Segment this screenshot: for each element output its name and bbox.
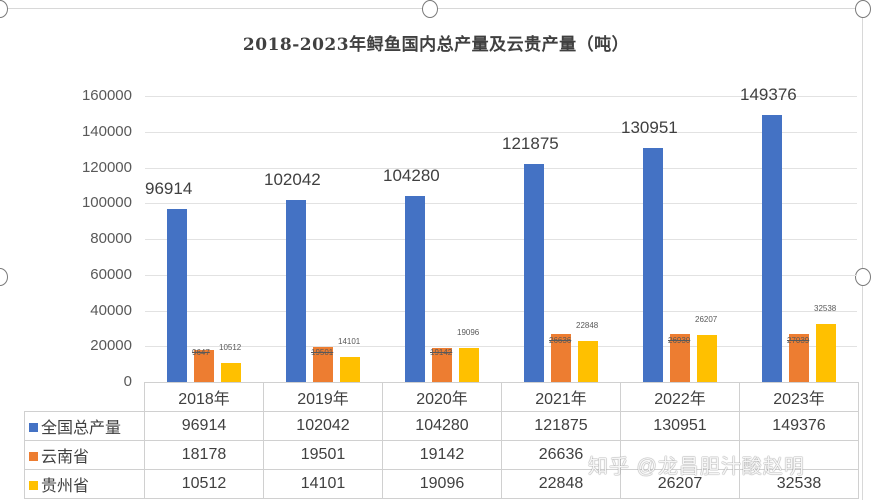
resize-handle-top-left[interactable] — [0, 0, 8, 18]
gridline — [145, 96, 857, 97]
bar-value-label-guizhou: 32538 — [814, 303, 837, 313]
bar-0-1 — [286, 199, 306, 382]
gridline — [145, 203, 857, 205]
table-cell: 121875 — [501, 411, 621, 441]
resize-handle-top-center[interactable] — [422, 0, 438, 18]
table-cell: 149376 — [739, 411, 859, 441]
bar-2-2 — [459, 347, 479, 382]
y-axis-tick-label: 40000 — [90, 301, 132, 319]
gridline — [145, 310, 857, 312]
table-cell: 32538 — [739, 469, 859, 499]
bar-0-5 — [762, 114, 782, 382]
bar-0-3 — [524, 164, 544, 382]
bar-0-4 — [643, 147, 663, 382]
gridline — [145, 167, 857, 169]
table-cell: 96914 — [144, 411, 264, 441]
table-header-row: 2018年 2019年 2020年 2021年 2022年 2023年 — [24, 382, 859, 412]
legend-swatch-yellow-icon — [29, 481, 38, 490]
table-cell: 18178 — [144, 440, 264, 470]
table-header-cell: 2022年 — [620, 382, 740, 412]
bar-value-label-national: 104280 — [383, 165, 440, 185]
table-cell: 19501 — [263, 440, 383, 470]
bar-value-label-yunnan: 27039 — [787, 335, 810, 345]
resize-handle-middle-right[interactable] — [855, 268, 871, 286]
y-axis-tick-label: 120000 — [81, 158, 132, 176]
table-header-cell: 2018年 — [144, 382, 264, 412]
y-axis-tick-label: 100000 — [81, 194, 132, 212]
table-cell: 14101 — [263, 469, 383, 499]
bar-1-1 — [313, 347, 333, 382]
bar-value-label-guizhou: 26207 — [695, 315, 718, 325]
bar-value-label-national: 102042 — [264, 169, 321, 189]
row-label: 全国总产量 — [41, 420, 122, 437]
legend-national: 全国总产量 — [24, 411, 145, 441]
bar-value-label-yunnan: 26930 — [668, 335, 691, 345]
bar-value-label-guizhou: 19096 — [457, 327, 480, 337]
data-table: 2018年 2019年 2020年 2021年 2022年 2023年 全国总产… — [24, 382, 859, 499]
bar-value-label-yunnan: 19142 — [430, 347, 453, 357]
table-row-national: 全国总产量 96914 102042 104280 121875 130951 … — [24, 411, 859, 441]
table-header-cell: 2019年 — [263, 382, 383, 412]
table-cell: 104280 — [382, 411, 502, 441]
table-header-cell: 2023年 — [739, 382, 859, 412]
table-cell: 130951 — [620, 411, 740, 441]
table-cell: 22848 — [501, 469, 621, 499]
legend-guizhou: 贵州省 — [24, 469, 145, 499]
bar-1-5 — [789, 333, 809, 382]
bar-2-0 — [221, 363, 241, 382]
table-cell: 19142 — [382, 440, 502, 470]
bar-2-1 — [340, 356, 360, 382]
bar-1-4 — [670, 333, 690, 382]
y-axis-tick-label: 160000 — [81, 87, 132, 104]
table-cell — [739, 440, 859, 470]
table-corner — [24, 382, 145, 412]
bar-value-label-national: 121875 — [502, 134, 559, 154]
table-cell: 26207 — [620, 469, 740, 499]
bar-value-label-yunnan: 9647 — [192, 347, 210, 357]
bar-2-5 — [816, 323, 836, 382]
table-cell: 10512 — [144, 469, 264, 499]
bar-value-label-national: 96914 — [145, 178, 193, 198]
table-row-yunnan: 云南省 18178 19501 19142 26636 — [24, 440, 859, 470]
y-axis-tick-label: 0 — [123, 373, 132, 390]
gridline — [145, 274, 857, 276]
bar-value-label-national: 149376 — [740, 84, 797, 104]
selection-frame-right — [862, 8, 863, 500]
y-axis-tick-label: 60000 — [90, 265, 132, 283]
bar-value-label-yunnan: 19501 — [311, 347, 334, 357]
table-header-cell: 2021年 — [501, 382, 621, 412]
watermark: 知乎 @龙昌胆汁酸赵明 — [588, 456, 805, 478]
legend-swatch-orange-icon — [29, 452, 38, 461]
bar-value-label-yunnan: 26636 — [549, 335, 572, 345]
bar-value-label-guizhou: 22848 — [576, 321, 599, 331]
bar-value-label-national: 130951 — [621, 117, 678, 137]
bar-2-3 — [578, 341, 598, 382]
y-axis-tick-label: 140000 — [81, 122, 132, 140]
bar-value-label-guizhou: 14101 — [338, 336, 361, 346]
bar-0-0 — [167, 208, 187, 382]
bar-1-3 — [551, 334, 571, 382]
table-cell: 26636 — [501, 440, 621, 470]
table-row-guizhou: 贵州省 10512 14101 19096 22848 26207 32538 — [24, 469, 859, 499]
bar-1-2 — [432, 347, 452, 382]
resize-handle-top-right[interactable] — [855, 0, 871, 18]
chart-title: 2018-2023年鲟鱼国内总产量及云贵产量（吨） — [242, 35, 630, 55]
gridline — [145, 239, 857, 240]
gridline — [145, 131, 857, 133]
row-label: 贵州省 — [41, 478, 90, 495]
table-header-cell: 2020年 — [382, 382, 502, 412]
legend-swatch-blue-icon — [29, 423, 38, 432]
row-label: 云南省 — [41, 449, 90, 466]
bar-2-4 — [697, 335, 717, 382]
bar-1-0 — [194, 349, 214, 382]
y-axis-tick-label: 20000 — [90, 337, 132, 355]
table-cell: 102042 — [263, 411, 383, 441]
table-cell: 19096 — [382, 469, 502, 499]
gridline — [145, 346, 857, 348]
resize-handle-middle-left[interactable] — [0, 268, 8, 286]
y-axis-tick-label: 80000 — [90, 230, 132, 247]
bar-0-2 — [405, 195, 425, 382]
bar-value-label-guizhou: 10512 — [219, 343, 242, 353]
legend-yunnan: 云南省 — [24, 440, 145, 470]
